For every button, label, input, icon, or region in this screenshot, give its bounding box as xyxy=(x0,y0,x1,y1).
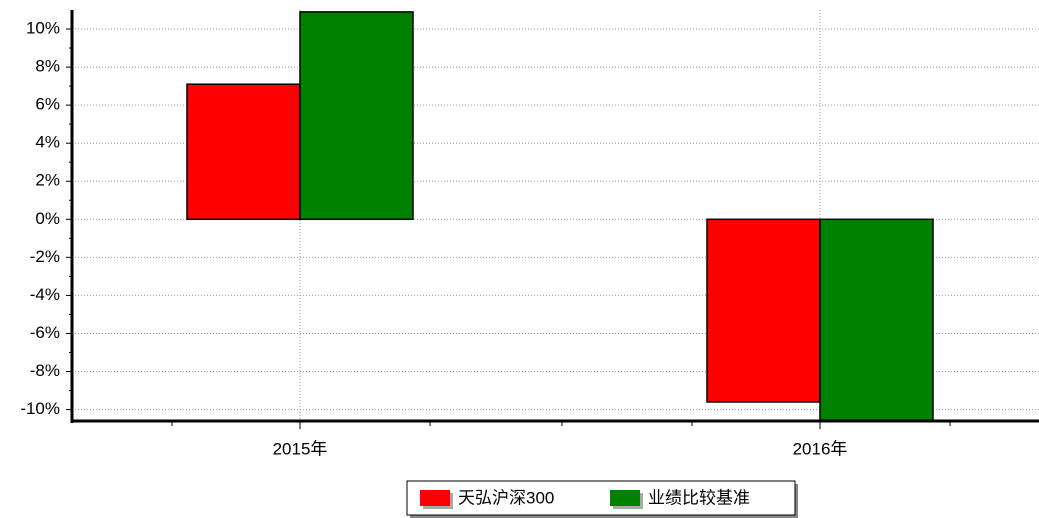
y-tick-label: -4% xyxy=(30,285,60,304)
legend-swatch xyxy=(610,490,640,506)
bar xyxy=(299,11,414,221)
y-tick-label: 4% xyxy=(35,133,60,152)
bar xyxy=(819,218,934,421)
y-tick-label: 8% xyxy=(35,57,60,76)
y-tick-label: 6% xyxy=(35,95,60,114)
y-tick-label: -10% xyxy=(20,399,60,418)
y-tick-label: 0% xyxy=(35,209,60,228)
y-tick-label: 2% xyxy=(35,171,60,190)
legend-label: 天弘沪深300 xyxy=(458,488,554,507)
legend-box xyxy=(406,480,796,516)
legend-swatch xyxy=(420,490,450,506)
y-tick-label: -2% xyxy=(30,247,60,266)
bar xyxy=(186,83,301,221)
bar xyxy=(706,218,821,403)
y-tick-label: -8% xyxy=(30,361,60,380)
x-tick-label: 2016年 xyxy=(793,439,848,458)
y-tick-label: -6% xyxy=(30,323,60,342)
x-tick-label: 2015年 xyxy=(273,439,328,458)
legend-label: 业绩比较基准 xyxy=(648,488,750,507)
y-tick-label: 10% xyxy=(26,19,60,38)
